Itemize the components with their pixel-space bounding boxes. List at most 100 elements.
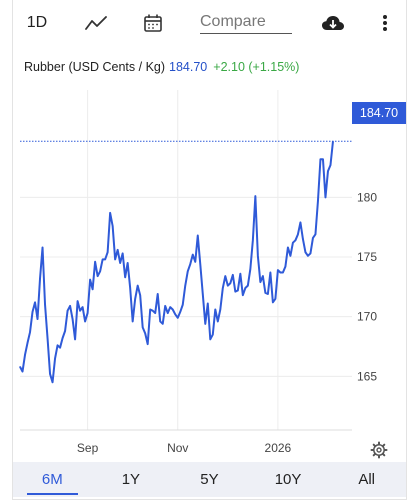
data-point <box>169 306 171 308</box>
data-point <box>264 292 266 294</box>
data-point <box>177 317 179 319</box>
data-point <box>319 158 322 160</box>
data-point <box>297 233 299 235</box>
data-point <box>174 313 176 315</box>
data-point <box>87 312 89 314</box>
range-button-6m[interactable]: 6M <box>13 462 92 497</box>
data-point <box>84 320 86 323</box>
settings-gear-icon[interactable] <box>370 441 388 459</box>
data-point <box>154 312 156 314</box>
data-point <box>187 270 189 272</box>
data-point <box>61 337 64 339</box>
data-point <box>122 252 124 255</box>
x-tick-label: 2026 <box>265 441 292 455</box>
data-point <box>92 288 94 290</box>
data-point <box>157 293 159 295</box>
data-point <box>102 258 104 261</box>
more-vertical-icon[interactable] <box>378 10 392 36</box>
data-point <box>162 323 164 325</box>
data-point <box>237 289 239 292</box>
line-chart-icon[interactable] <box>84 10 108 36</box>
data-point <box>197 234 199 237</box>
data-point <box>312 237 314 239</box>
data-point <box>71 318 74 320</box>
data-point <box>59 347 61 349</box>
data-point <box>249 268 251 270</box>
range-button-all[interactable]: All <box>358 471 375 488</box>
y-tick-label: 180 <box>357 190 377 204</box>
data-point <box>24 354 26 356</box>
data-point <box>184 285 186 287</box>
range-button-5y[interactable]: 5Y <box>200 471 219 488</box>
data-point <box>41 246 44 249</box>
data-point <box>292 242 294 244</box>
data-point <box>207 302 209 305</box>
data-point <box>26 342 29 344</box>
data-point <box>294 239 297 241</box>
data-point <box>39 277 41 280</box>
data-point <box>29 331 31 333</box>
data-point <box>89 279 91 281</box>
data-point <box>277 269 279 271</box>
data-point <box>209 338 211 340</box>
data-point <box>172 308 174 311</box>
range-selector: 6M 1Y 5Y 10Y All <box>13 462 406 497</box>
y-tick-label: 170 <box>357 310 377 324</box>
data-point <box>309 252 312 255</box>
data-point <box>302 238 304 240</box>
data-point <box>194 261 196 263</box>
cloud-download-icon[interactable] <box>320 10 346 36</box>
range-button-10y[interactable]: 10Y <box>274 471 302 488</box>
series-line-rubber <box>19 141 334 384</box>
data-point <box>247 285 249 287</box>
data-point <box>242 294 244 296</box>
data-point <box>189 263 191 265</box>
data-point <box>119 262 121 264</box>
data-point <box>149 308 151 311</box>
data-point <box>229 282 231 284</box>
data-point <box>217 320 219 323</box>
data-point <box>109 212 111 214</box>
data-point <box>314 233 317 235</box>
instrument-header: Rubber (USD Cents / Kg) 184.70 +2.10 (+1.1… <box>24 60 299 74</box>
data-point <box>132 320 134 323</box>
data-point <box>152 310 154 312</box>
data-point <box>192 254 194 256</box>
data-point <box>299 221 302 224</box>
data-point <box>54 357 56 360</box>
data-point <box>69 305 71 307</box>
instrument-name: Rubber (USD Cents / Kg) <box>24 60 166 74</box>
y-tick-label: 175 <box>357 250 377 264</box>
data-point <box>324 196 327 198</box>
data-point <box>212 333 214 336</box>
data-point <box>234 291 236 293</box>
range-button-1y[interactable]: 1Y <box>121 471 141 488</box>
data-point <box>147 343 149 345</box>
data-point <box>262 275 264 277</box>
data-point <box>204 323 206 325</box>
data-point <box>167 312 169 314</box>
data-point <box>332 140 334 142</box>
data-point <box>124 276 126 278</box>
data-point <box>36 318 39 320</box>
data-point <box>272 301 274 303</box>
data-point <box>317 200 319 202</box>
series-points <box>19 140 334 383</box>
period-selector[interactable]: 1D <box>26 14 48 31</box>
x-tick-label: Sep <box>77 441 99 455</box>
data-point <box>214 308 216 311</box>
data-point <box>284 265 287 268</box>
calendar-icon[interactable] <box>142 10 164 36</box>
data-point <box>199 263 201 265</box>
data-point <box>304 251 307 253</box>
data-point <box>79 310 81 312</box>
data-point <box>134 298 136 300</box>
y-axis-ticks: 165 170 175 180 <box>357 190 377 383</box>
data-point <box>219 308 221 311</box>
x-axis-ticks: Sep Nov 2026 <box>77 441 292 455</box>
compare-input[interactable]: Compare <box>200 10 292 34</box>
data-point <box>259 281 261 283</box>
x-tick-label: Nov <box>167 441 188 455</box>
data-point <box>142 326 144 329</box>
